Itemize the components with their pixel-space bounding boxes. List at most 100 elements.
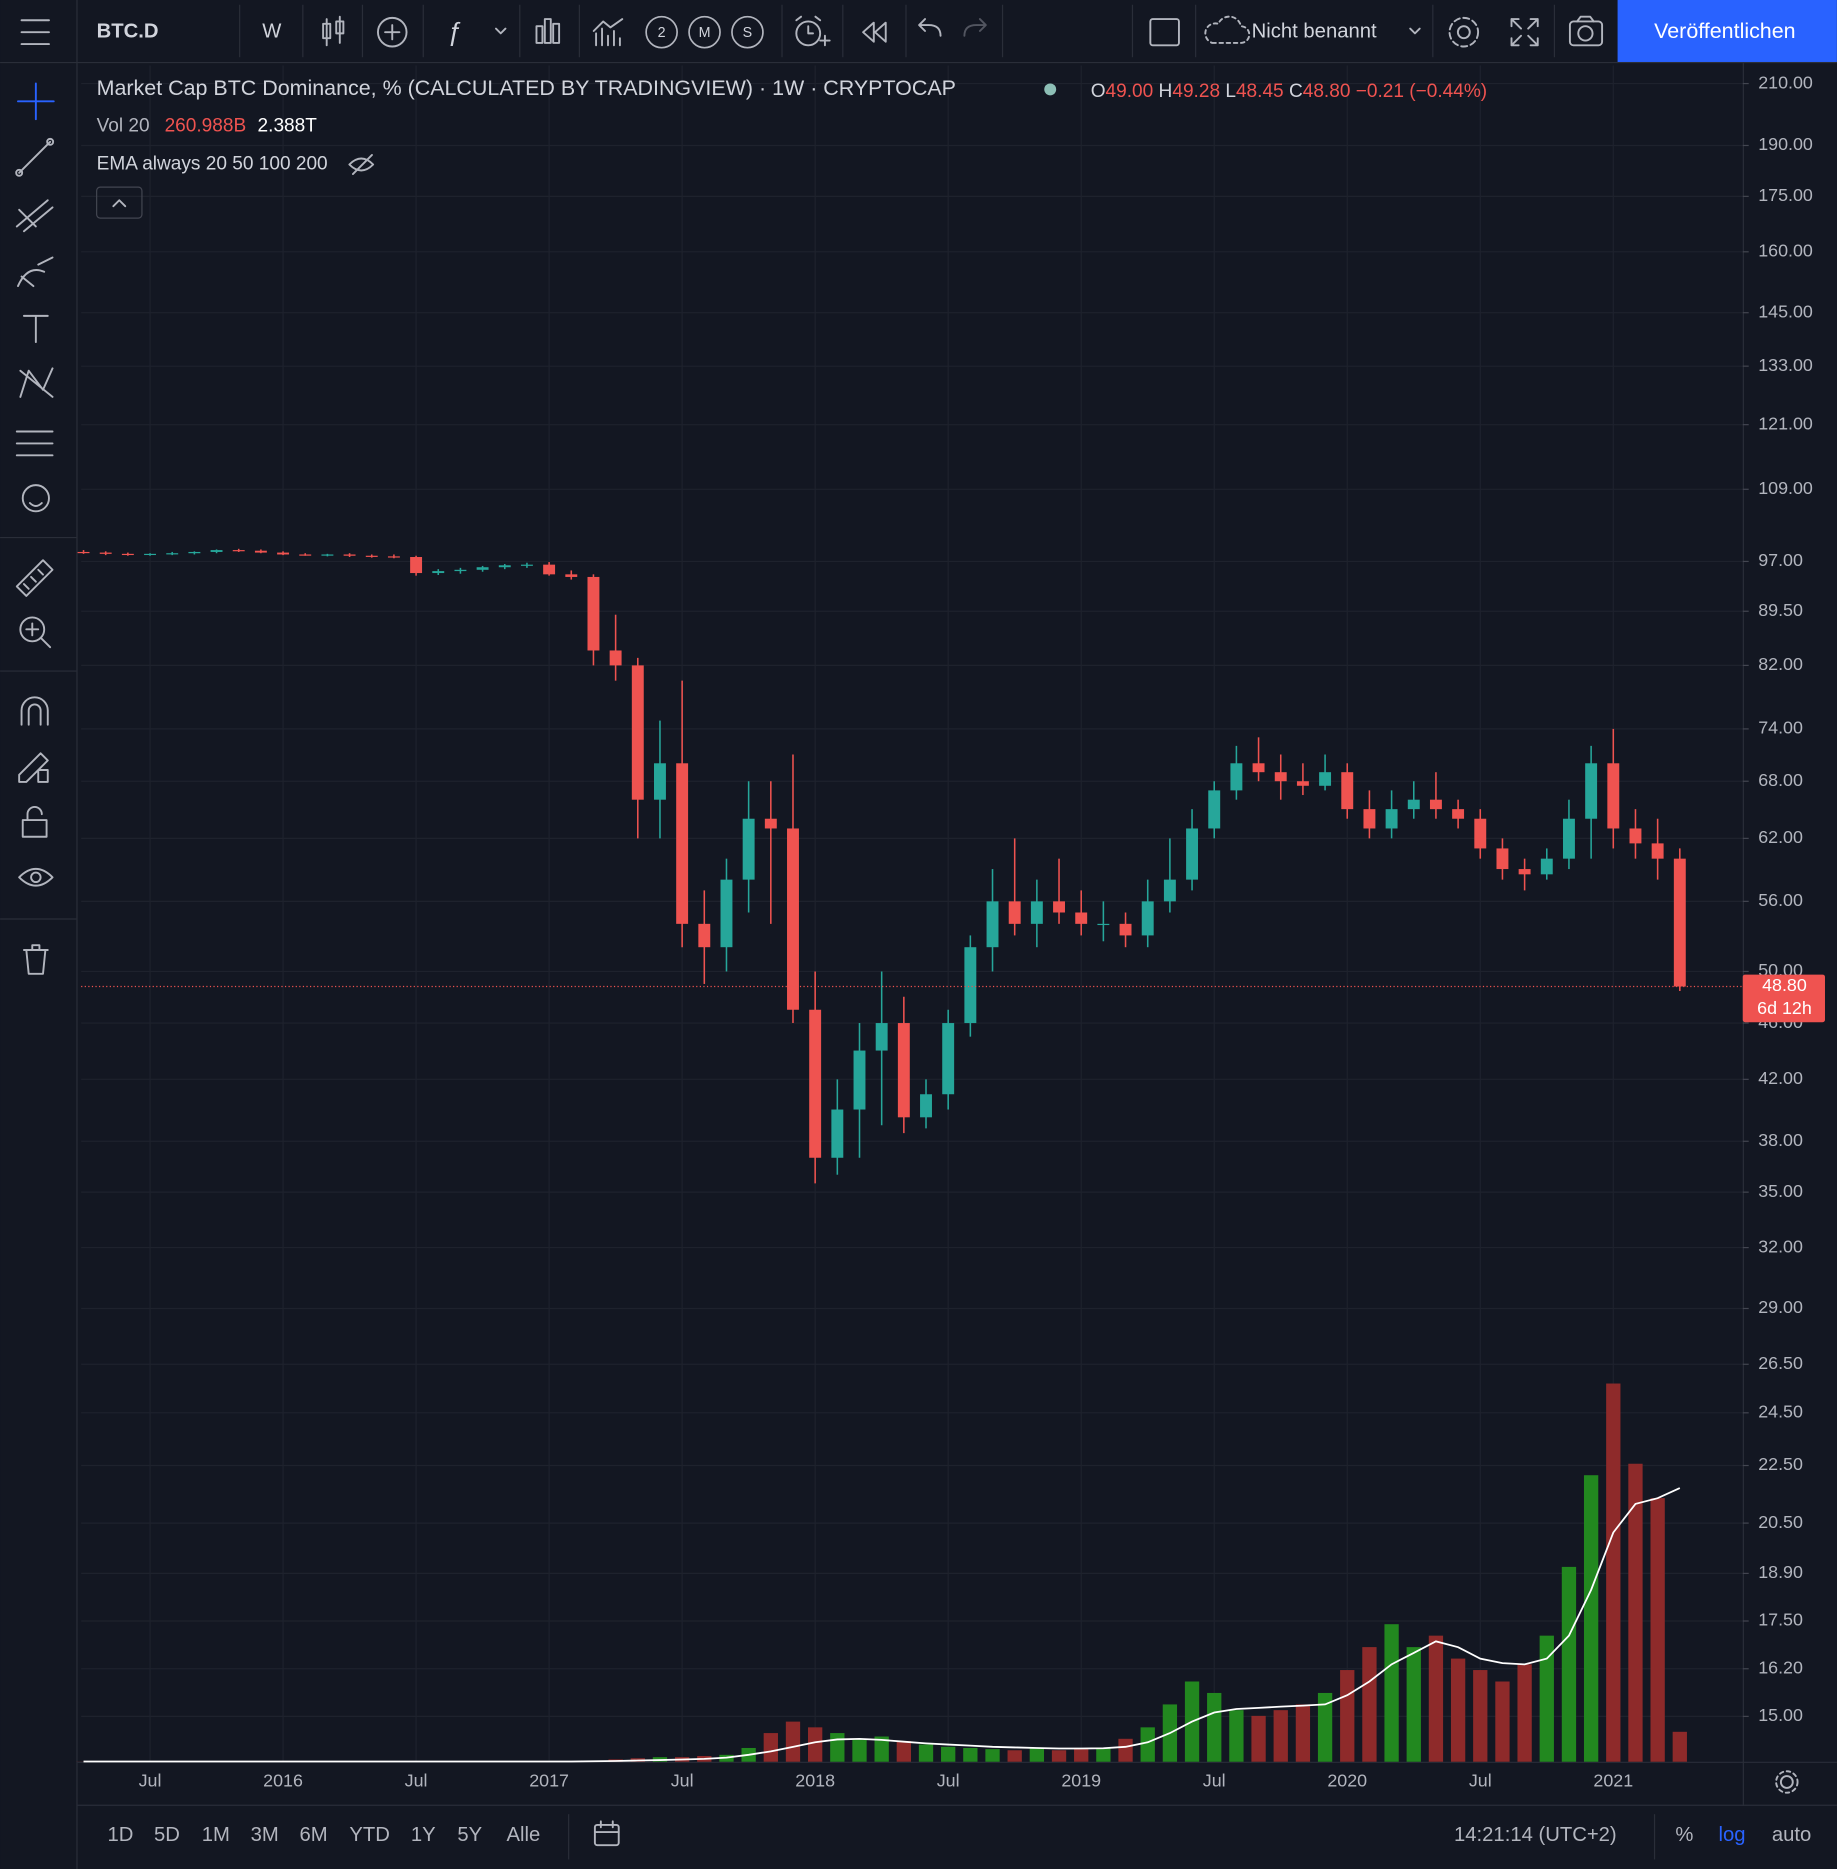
undo-button[interactable]: [918, 18, 942, 37]
candle-body: [1385, 809, 1398, 829]
x-tick-label: 2021: [1593, 1771, 1633, 1791]
volume-bar: [1384, 1624, 1399, 1762]
range-button[interactable]: 1M: [202, 1824, 230, 1846]
range-button[interactable]: 5D: [154, 1824, 180, 1846]
y-tick-label: 16.20: [1758, 1657, 1803, 1677]
y-tick-label: 160.00: [1758, 241, 1813, 261]
candle-body: [144, 553, 157, 556]
volume-bar: [1561, 1566, 1577, 1762]
layout-button[interactable]: [1149, 18, 1180, 47]
compare-button[interactable]: [376, 16, 408, 48]
menu-button[interactable]: [20, 19, 50, 46]
range-button[interactable]: 3M: [251, 1824, 279, 1846]
bottom-bar: 14:21:14 (UTC+2) % log auto Jul 2016 Jul 20…: [108, 1771, 1811, 1860]
candle-body: [964, 947, 977, 1024]
grid: [81, 65, 1743, 1762]
range-button[interactable]: 1Y: [411, 1824, 436, 1846]
brush-tool[interactable]: [17, 256, 54, 288]
volume-bar: [1096, 1747, 1111, 1762]
replay-button[interactable]: [862, 21, 887, 43]
ruler-tool[interactable]: [15, 559, 54, 597]
candle-body: [698, 923, 711, 948]
volume-bar: [1007, 1750, 1022, 1762]
time-axis-settings[interactable]: [1775, 1770, 1799, 1794]
fib-tool[interactable]: [15, 199, 54, 233]
range-button[interactable]: YTD: [349, 1824, 390, 1846]
hidden-icon[interactable]: [348, 154, 375, 175]
badge[interactable]: M: [699, 25, 711, 41]
candle-body: [1230, 763, 1243, 791]
layout-dropdown[interactable]: [1409, 27, 1421, 35]
candle-body: [787, 828, 799, 1010]
candle-body: [631, 665, 644, 800]
candle-body: [254, 550, 267, 553]
zoom-tool[interactable]: [19, 616, 52, 649]
y-tick-label: 68.00: [1758, 770, 1803, 790]
candle-body: [1518, 869, 1531, 875]
range-button[interactable]: Alle: [506, 1824, 540, 1846]
goto-date-button[interactable]: [593, 1820, 620, 1847]
symbol[interactable]: BTC.D: [97, 21, 159, 43]
badge[interactable]: 2: [658, 25, 666, 41]
hide-tool[interactable]: [18, 867, 54, 887]
y-tick-label: 74.00: [1758, 718, 1803, 738]
price-axis: 210.00 190.00 175.00 160.00 145.00 133.00 121.…: [1742, 72, 1825, 1725]
volume-bar: [1317, 1692, 1333, 1762]
templates-button[interactable]: [535, 18, 561, 44]
range-button[interactable]: 1D: [108, 1824, 134, 1846]
ohlc-label: L: [1225, 81, 1236, 102]
unlock-tool[interactable]: [21, 806, 48, 838]
delete-tool[interactable]: [22, 944, 49, 975]
layout-name[interactable]: Nicht benannt: [1252, 21, 1377, 43]
candle-body: [1186, 828, 1199, 880]
range-button[interactable]: 6M: [300, 1824, 328, 1846]
volume-bar: [830, 1733, 845, 1762]
ohlc-value: 48.80: [1303, 81, 1351, 102]
auto-toggle[interactable]: auto: [1772, 1824, 1811, 1846]
candle-body: [1562, 818, 1575, 859]
candle-body: [1673, 858, 1686, 987]
trendline-tool[interactable]: [15, 137, 55, 177]
indicator-label: EMA always 20 50 100 200: [97, 154, 328, 175]
fullscreen-button[interactable]: [1510, 18, 1539, 47]
publish-button[interactable]: [1617, 0, 1837, 62]
lock-drawings-tool[interactable]: [18, 752, 49, 783]
indicators-dropdown[interactable]: [494, 27, 507, 35]
prediction-tool[interactable]: [15, 430, 54, 457]
last-price-box: [1742, 974, 1825, 1023]
publish-label[interactable]: Veröffentlichen: [1654, 19, 1795, 43]
volume-bar: [1517, 1664, 1532, 1762]
y-tick-label: 175.00: [1758, 185, 1813, 205]
volume-bar: [1251, 1715, 1266, 1762]
alert-button[interactable]: [795, 15, 831, 47]
indicators-button[interactable]: ƒ: [447, 16, 462, 46]
collapse-button[interactable]: [96, 186, 143, 219]
crosshair-tool[interactable]: [17, 82, 55, 121]
y-tick-label: 22.50: [1758, 1454, 1803, 1474]
volume-bar: [1229, 1710, 1244, 1762]
snapshot-button[interactable]: [1568, 15, 1604, 47]
text-tool[interactable]: [22, 314, 49, 344]
candle-body: [1585, 763, 1598, 819]
volume-bar: [808, 1727, 823, 1762]
candle-body: [742, 818, 755, 880]
magnet-tool[interactable]: [20, 696, 49, 726]
log-toggle[interactable]: log: [1719, 1824, 1746, 1846]
icons-tool[interactable]: [21, 484, 50, 513]
percent-toggle[interactable]: %: [1675, 1824, 1693, 1846]
badge[interactable]: S: [743, 25, 753, 41]
candle-body: [121, 553, 134, 556]
pattern-tool[interactable]: [19, 367, 54, 398]
candle-body: [432, 571, 445, 574]
settings-button[interactable]: [1448, 16, 1480, 48]
candle-body: [1452, 809, 1465, 819]
volume-bar: [1450, 1658, 1466, 1762]
bar-replay-icon[interactable]: [592, 18, 624, 47]
interval[interactable]: W: [262, 21, 282, 43]
volume-bar: [1207, 1692, 1222, 1762]
range-button[interactable]: 5Y: [457, 1824, 482, 1846]
y-tick-label: 18.90: [1758, 1562, 1803, 1582]
redo-button[interactable]: [963, 18, 987, 37]
chart-type-button[interactable]: [322, 15, 345, 47]
